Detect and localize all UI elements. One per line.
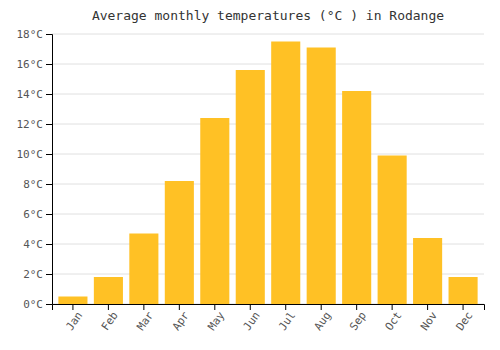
x-tick-label: May <box>205 309 227 333</box>
x-tick-label: Jul <box>276 309 298 333</box>
x-tick: Apr <box>170 304 192 333</box>
y-tick-label: 16°C <box>17 58 44 71</box>
chart: Jan Feb Mar Apr May Jun Jul Aug Sep Oct Nov Dec 0°C 2… <box>0 0 500 350</box>
x-tick-label: Aug <box>312 309 334 333</box>
x-tick-label: Apr <box>170 309 192 333</box>
y-tick-label: 12°C <box>17 118 44 131</box>
x-tick-label: Oct <box>383 309 405 333</box>
x-tick-mark <box>463 304 464 310</box>
x-tick-label: Sep <box>347 309 369 333</box>
bar <box>271 42 300 305</box>
y-tick-mark <box>46 184 52 185</box>
title: Average monthly temperatures (°C ) in Ro… <box>92 8 444 23</box>
x-tick-mark <box>427 304 428 310</box>
bar <box>413 238 442 304</box>
y-tick: 4°C <box>23 238 52 251</box>
y-tick: 0°C <box>23 298 52 311</box>
x-tick: Sep <box>347 304 369 333</box>
bar <box>236 70 265 304</box>
y-axis: 0°C 2°C 4°C 6°C 8°C 10°C 12°C 14°C 16°C 18°C <box>17 28 53 311</box>
y-tick: 10°C <box>17 148 53 161</box>
x-tick: Aug <box>312 304 334 333</box>
x-tick-label: Feb <box>99 309 121 333</box>
y-tick-mark <box>46 274 52 275</box>
y-tick: 8°C <box>23 178 52 191</box>
x-tick: May <box>205 304 227 333</box>
x-tick-mark <box>108 304 109 310</box>
x-tick-mark <box>392 304 393 310</box>
x-tick: Jul <box>276 304 298 333</box>
x-tick-mark <box>143 304 144 310</box>
x-tick-mark <box>214 304 215 310</box>
y-tick-label: 10°C <box>17 148 44 161</box>
bar <box>449 277 478 304</box>
y-tick: 16°C <box>17 58 53 71</box>
bar <box>58 297 87 305</box>
x-tick: Dec <box>453 304 475 333</box>
x-tick-mark <box>179 304 180 310</box>
y-tick-mark <box>46 244 52 245</box>
bar <box>94 277 123 304</box>
x-tick: Oct <box>383 304 405 333</box>
x-tick: Mar <box>134 304 156 333</box>
y-axis-line <box>46 35 53 305</box>
y-tick-mark <box>46 304 52 305</box>
y-tick-label: 14°C <box>17 88 44 101</box>
x-tick-mark <box>321 304 322 310</box>
bar <box>165 181 194 304</box>
x-tick: Nov <box>418 304 440 333</box>
x-tick-label: Jun <box>241 309 263 333</box>
x-tick-mark <box>356 304 357 310</box>
y-tick-mark <box>46 154 52 155</box>
x-tick-mark <box>285 304 286 310</box>
y-tick-mark <box>46 214 52 215</box>
y-tick-label: 0°C <box>23 298 43 311</box>
bar <box>342 91 371 304</box>
grid-line <box>52 214 484 215</box>
bar <box>200 118 229 304</box>
y-tick: 12°C <box>17 118 53 131</box>
grid-line <box>52 124 484 125</box>
x-tick: Jan <box>63 304 85 333</box>
y-tick-label: 6°C <box>23 208 43 221</box>
x-tick: Feb <box>99 304 121 333</box>
x-tick-mark <box>250 304 251 310</box>
y-tick-mark <box>46 34 52 35</box>
y-tick: 6°C <box>23 208 52 221</box>
x-tick-label: Nov <box>418 309 440 333</box>
bar <box>378 156 407 305</box>
x-tick-label: Dec <box>453 309 475 333</box>
y-tick-label: 2°C <box>23 268 43 281</box>
y-tick-label: 4°C <box>23 238 43 251</box>
y-tick-label: 18°C <box>17 28 44 41</box>
y-tick-mark <box>46 64 52 65</box>
x-tick: Jun <box>241 304 263 333</box>
x-tick-label: Jan <box>63 309 85 333</box>
grid-line <box>52 184 484 185</box>
x-axis: Jan Feb Mar Apr May Jun Jul Aug Sep Oct Nov Dec <box>53 304 485 333</box>
grid-line <box>52 154 484 155</box>
y-tick-mark <box>46 94 52 95</box>
grid-line <box>52 94 484 95</box>
grid <box>52 34 484 304</box>
bars <box>58 42 477 305</box>
grid-line <box>52 34 484 35</box>
x-tick-label: Mar <box>134 309 156 333</box>
y-tick: 18°C <box>17 28 53 41</box>
bar <box>129 234 158 305</box>
y-tick-label: 8°C <box>23 178 43 191</box>
grid-line <box>52 64 484 65</box>
y-tick-mark <box>46 124 52 125</box>
y-tick: 2°C <box>23 268 52 281</box>
plot: Jan Feb Mar Apr May Jun Jul Aug Sep Oct Nov Dec 0°C 2… <box>17 28 485 333</box>
bar <box>307 48 336 305</box>
y-tick: 14°C <box>17 88 53 101</box>
x-tick-mark <box>72 304 73 310</box>
x-axis-line <box>53 305 485 311</box>
